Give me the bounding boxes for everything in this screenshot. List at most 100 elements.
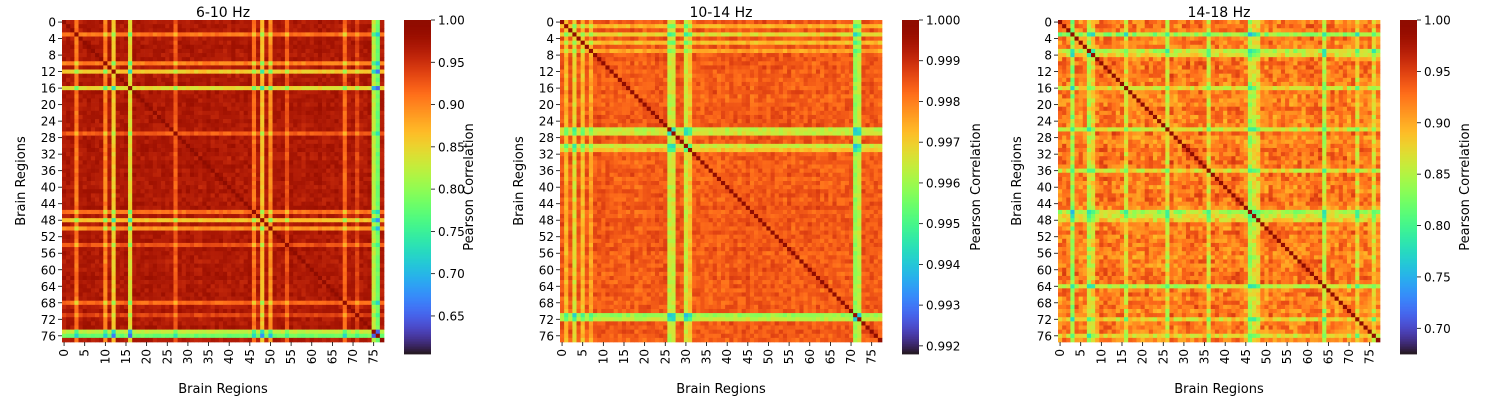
heatmap-cell: [194, 185, 199, 190]
heatmap-cell: [66, 156, 71, 161]
heatmap-cell: [243, 20, 249, 25]
heatmap-cell: [355, 143, 360, 149]
heatmap-cell: [379, 218, 385, 223]
heatmap-cell: [305, 280, 311, 285]
heatmap-cell: [276, 110, 282, 116]
heatmap-cell: [111, 86, 117, 91]
heatmap-cell: [268, 280, 273, 285]
heatmap-cell: [111, 251, 117, 256]
heatmap-cell: [177, 98, 183, 103]
heatmap-cell: [350, 255, 356, 260]
heatmap-cell: [128, 123, 133, 128]
heatmap-cell: [161, 57, 166, 62]
heatmap-cell: [144, 131, 150, 136]
heatmap-cell: [313, 123, 319, 128]
heatmap-cell: [66, 32, 71, 37]
heatmap-cell: [231, 172, 236, 178]
heatmap-cell: [227, 197, 232, 202]
heatmap-cell: [284, 57, 290, 62]
heatmap-cell: [289, 172, 294, 178]
heatmap-cell: [173, 222, 178, 227]
heatmap-cell: [173, 86, 178, 91]
heatmap-cell: [70, 73, 75, 79]
heatmap-cell: [128, 280, 133, 285]
heatmap-cell: [111, 271, 117, 277]
heatmap-cell: [202, 135, 207, 141]
heatmap-cell: [95, 86, 100, 91]
heatmap-cell: [334, 189, 339, 194]
heatmap-cell: [206, 102, 211, 108]
heatmap-cell: [181, 147, 187, 153]
heatmap-cell: [293, 24, 298, 29]
heatmap-cell: [280, 267, 286, 273]
heatmap-cell: [165, 40, 170, 46]
heatmap-cell: [313, 176, 319, 182]
heatmap-cell: [210, 234, 216, 240]
heatmap-cell: [194, 65, 199, 70]
heatmap-cell: [86, 123, 92, 128]
heatmap-cell: [115, 135, 121, 141]
heatmap-cell: [198, 119, 203, 124]
heatmap-cell: [86, 32, 92, 37]
heatmap-cell: [338, 156, 344, 161]
heatmap-cell: [90, 222, 96, 227]
heatmap-cell: [194, 44, 199, 50]
heatmap-cell: [119, 280, 125, 285]
heatmap-cell: [165, 181, 170, 186]
heatmap-cell: [342, 106, 348, 112]
heatmap-cell: [330, 119, 335, 124]
heatmap-cell: [210, 280, 216, 285]
heatmap-cell: [140, 53, 145, 58]
heatmap-cell: [173, 205, 178, 211]
heatmap-cell: [338, 201, 344, 207]
heatmap-cell: [284, 251, 290, 256]
heatmap-cell: [198, 238, 203, 244]
heatmap-cell: [355, 185, 360, 190]
heatmap-cell: [280, 77, 286, 83]
heatmap-cell: [284, 110, 290, 116]
heatmap-cell: [301, 247, 306, 252]
heatmap-cell: [346, 44, 352, 50]
heatmap-cell: [313, 44, 319, 50]
heatmap-cell: [305, 218, 311, 223]
heatmap-cell: [115, 114, 121, 120]
heatmap-cell: [148, 189, 154, 194]
heatmap-cell: [243, 226, 249, 231]
heatmap-cell: [99, 77, 104, 83]
heatmap-cell: [66, 127, 71, 132]
heatmap-cell: [371, 135, 377, 141]
heatmap-cell: [363, 189, 368, 194]
heatmap-cell: [99, 24, 104, 29]
heatmap-cell: [198, 222, 203, 227]
heatmap-cell: [74, 181, 79, 186]
heatmap-cell: [165, 32, 170, 37]
heatmap-cell: [136, 53, 141, 58]
heatmap-cell: [379, 259, 385, 264]
heatmap-cell: [342, 234, 348, 240]
heatmap-cell: [260, 73, 265, 79]
heatmap-cell: [342, 135, 348, 141]
heatmap-cell: [235, 230, 240, 236]
heatmap-cell: [371, 280, 377, 285]
heatmap-cell: [317, 214, 323, 219]
heatmap-cell: [251, 230, 257, 236]
heatmap-cell: [210, 102, 216, 108]
heatmap-cell: [272, 147, 278, 153]
heatmap-cell: [152, 90, 158, 95]
heatmap-cell: [185, 36, 191, 41]
heatmap-cell: [247, 156, 253, 161]
heatmap-cell: [103, 218, 108, 223]
heatmap-cell: [173, 114, 178, 120]
heatmap-cell: [322, 189, 327, 194]
heatmap-cell: [177, 40, 183, 46]
heatmap-cell: [198, 152, 203, 157]
heatmap-cell: [128, 24, 133, 29]
heatmap-cell: [322, 263, 327, 269]
heatmap-cell: [161, 44, 166, 50]
heatmap-cell: [371, 20, 377, 25]
heatmap-cell: [214, 230, 220, 236]
heatmap-cell: [128, 152, 133, 157]
heatmap-cell: [272, 255, 278, 260]
heatmap-cell: [206, 222, 211, 227]
heatmap-cell: [280, 139, 286, 145]
